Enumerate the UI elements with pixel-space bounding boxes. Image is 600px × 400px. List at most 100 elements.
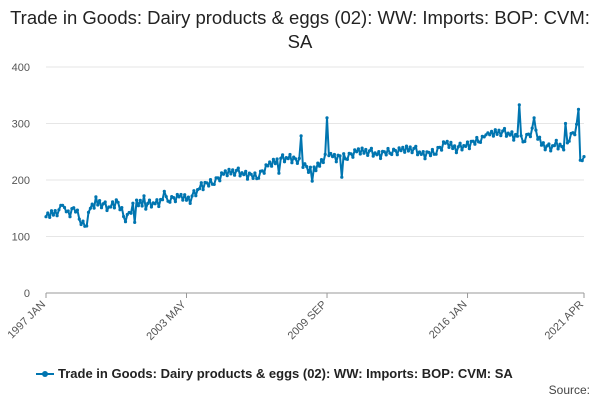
data-point <box>464 144 468 148</box>
data-point <box>103 200 107 204</box>
gridlines <box>46 66 584 294</box>
data-point <box>92 206 96 210</box>
data-point <box>155 198 159 202</box>
x-tick-label: 2003 MAY <box>144 298 189 343</box>
data-point <box>338 154 342 158</box>
data-point <box>290 161 294 165</box>
data-point <box>270 164 274 168</box>
data-point <box>360 146 364 150</box>
data-point <box>547 142 551 146</box>
data-point <box>183 193 187 197</box>
data-point <box>295 161 299 165</box>
data-point <box>414 144 418 148</box>
data-point <box>77 217 81 221</box>
data-point <box>458 141 462 145</box>
data-point <box>528 135 533 139</box>
data-point <box>86 210 91 214</box>
data-point <box>334 160 338 164</box>
data-point <box>173 200 177 204</box>
data-point <box>538 135 542 139</box>
data-point <box>508 133 512 137</box>
data-point <box>51 213 56 217</box>
data-point <box>53 209 57 213</box>
data-point <box>140 204 144 208</box>
data-point <box>382 150 386 154</box>
data-point <box>234 168 238 173</box>
data-point <box>55 214 59 218</box>
data-point <box>331 155 335 159</box>
data-point <box>197 187 202 191</box>
data-point <box>421 150 425 154</box>
data-point <box>48 215 52 219</box>
data-point <box>375 153 379 157</box>
data-point <box>345 157 349 161</box>
data-point <box>201 188 205 192</box>
legend[interactable]: Trade in Goods: Dairy products & eggs (0… <box>36 366 513 381</box>
data-point <box>454 151 458 155</box>
data-point <box>244 169 248 173</box>
data-point <box>299 134 303 138</box>
data-point <box>386 146 390 151</box>
data-point <box>66 209 70 213</box>
data-point <box>236 166 240 170</box>
data-point <box>282 160 287 164</box>
data-point <box>144 207 148 211</box>
data-point <box>366 153 370 157</box>
data-point <box>342 152 346 156</box>
data-point <box>251 176 255 180</box>
data-point <box>416 153 420 157</box>
data-point <box>88 206 92 210</box>
data-point <box>438 145 442 149</box>
data-point <box>412 146 416 150</box>
data-point <box>205 181 209 185</box>
data-point <box>90 202 94 206</box>
data-point <box>294 157 298 161</box>
data-point <box>238 174 242 178</box>
data-point <box>482 135 486 139</box>
data-point <box>499 134 503 138</box>
data-point <box>114 198 118 202</box>
data-point <box>377 150 381 154</box>
data-point <box>493 128 497 132</box>
data-point <box>160 198 165 202</box>
data-point <box>233 173 237 177</box>
data-point <box>62 205 67 210</box>
data-point <box>539 143 544 147</box>
data-point <box>552 144 557 148</box>
data-point <box>281 153 285 157</box>
data-point <box>517 103 521 107</box>
data-point <box>112 206 116 210</box>
data-point <box>510 130 514 134</box>
data-point <box>453 144 457 148</box>
legend-label: Trade in Goods: Dairy products & eggs (0… <box>58 366 513 381</box>
data-point <box>353 148 357 152</box>
data-point <box>266 164 270 168</box>
data-point <box>177 195 181 199</box>
data-point <box>275 157 279 161</box>
data-point <box>44 215 48 219</box>
data-point <box>475 135 479 140</box>
data-point <box>99 206 104 210</box>
data-point <box>362 151 366 155</box>
data-point <box>297 156 301 160</box>
data-point <box>308 165 312 169</box>
data-point <box>473 142 477 146</box>
data-point <box>451 146 455 151</box>
data-point <box>273 162 277 166</box>
y-tick-label: 400 <box>12 62 30 74</box>
data-point <box>218 179 222 183</box>
data-point <box>179 192 183 197</box>
data-point <box>186 195 190 199</box>
data-point <box>277 171 281 175</box>
data-point <box>190 194 194 198</box>
series-line <box>44 103 586 228</box>
x-tick-label: 1997 JAN <box>5 299 48 342</box>
data-point <box>146 201 150 206</box>
data-point <box>364 147 368 152</box>
data-point <box>423 157 427 161</box>
series-line-path <box>45 103 585 228</box>
data-point <box>125 212 129 217</box>
data-point <box>395 153 399 157</box>
legend-line-marker-icon <box>36 368 54 380</box>
data-point <box>543 148 547 152</box>
